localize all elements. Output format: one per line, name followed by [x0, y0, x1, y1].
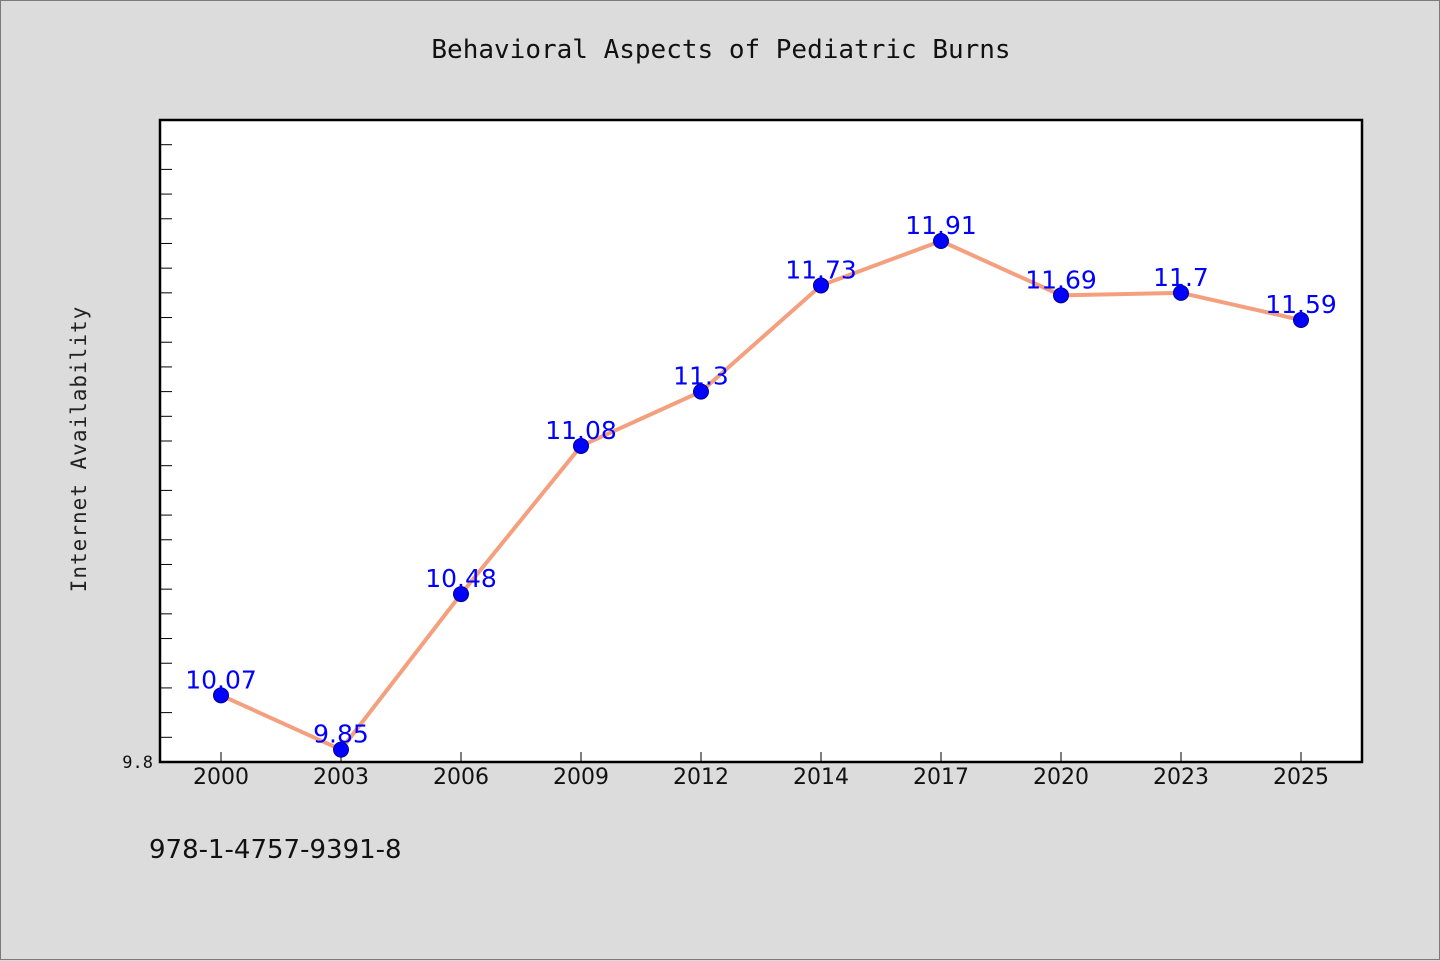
x-tick-label: 2006	[433, 765, 489, 790]
x-tick-label: 2014	[793, 765, 849, 790]
data-point	[813, 277, 829, 294]
x-tick-label: 2025	[1273, 765, 1329, 790]
x-tick-label: 2000	[193, 765, 249, 790]
data-label: 11.7	[1153, 263, 1209, 292]
data-label: 11.91	[905, 211, 977, 240]
data-label: 10.07	[185, 665, 257, 694]
series-group	[213, 232, 1309, 758]
x-tick-label: 2009	[553, 765, 609, 790]
isbn-footnote: 978-1-4757-9391-8	[149, 835, 402, 865]
data-point	[693, 383, 709, 400]
y-tick-label: 9.8	[122, 753, 153, 773]
data-point	[453, 586, 469, 603]
data-label: 11.3	[673, 362, 729, 391]
data-point	[573, 437, 589, 454]
data-point	[333, 741, 349, 758]
chart-title: Behavioral Aspects of Pediatric Burns	[431, 35, 1011, 65]
data-point	[1173, 284, 1189, 301]
data-label: 11.59	[1265, 290, 1337, 319]
x-tick-label: 2020	[1033, 765, 1089, 790]
series-line	[220, 238, 1302, 752]
x-tick-label: 2023	[1153, 765, 1209, 790]
data-label: 11.08	[545, 416, 617, 445]
data-label-group: 10.07 9.85 10.48 11.08 11.3 11.73 11.91 11.69 11…	[185, 211, 1337, 749]
data-label: 9.85	[313, 720, 369, 749]
x-tick-label: 2003	[313, 765, 369, 790]
x-tick-label: 2012	[673, 765, 729, 790]
data-label: 11.69	[1025, 265, 1097, 294]
data-point	[1053, 287, 1069, 304]
data-point	[933, 232, 949, 249]
y-axis-ticks: 9.8	[122, 144, 172, 773]
x-tick-label: 2017	[913, 765, 969, 790]
data-point	[213, 687, 229, 704]
data-point	[1293, 312, 1309, 329]
x-axis-tick-labels: 2000 2003 2006 2009 2012 2014 2017 2020 2023 2025	[193, 752, 1329, 790]
data-label: 11.73	[785, 255, 857, 284]
data-label: 10.48	[425, 564, 497, 593]
plot-area	[158, 118, 1364, 764]
